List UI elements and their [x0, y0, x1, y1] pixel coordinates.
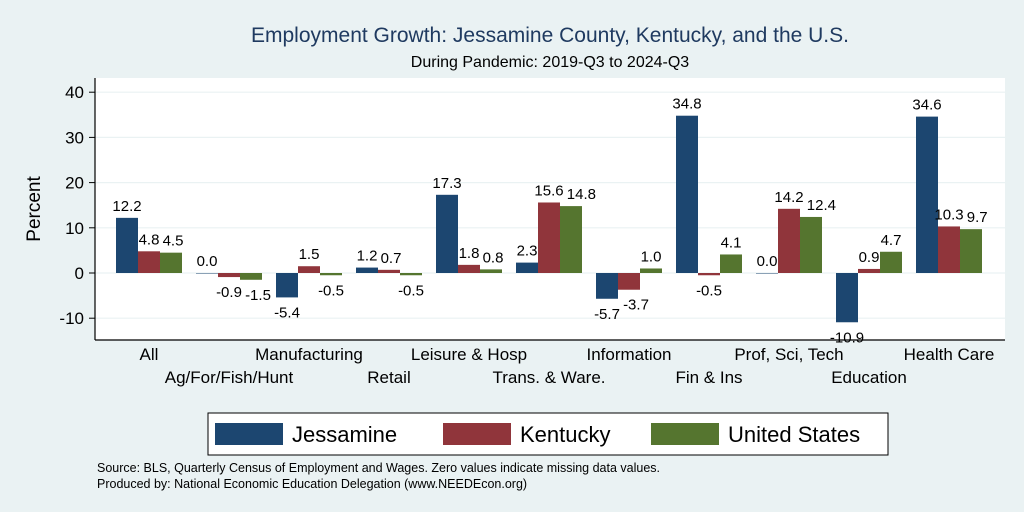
x-tick-label: Fin & Ins	[675, 368, 742, 387]
data-label: 12.2	[112, 198, 141, 215]
legend-swatch	[651, 423, 719, 445]
x-tick-label: Education	[831, 368, 907, 387]
x-tick-label: Retail	[367, 368, 410, 387]
data-label: 1.5	[299, 246, 320, 263]
data-label: 14.8	[567, 186, 596, 203]
bar-kentucky	[698, 273, 720, 276]
x-tick-label: Leisure & Hosp	[411, 345, 527, 364]
legend: Jessamine Kentucky United States	[207, 412, 889, 456]
data-label: 4.5	[163, 233, 184, 250]
data-label: -5.7	[594, 306, 620, 323]
data-label: 17.3	[432, 175, 461, 192]
y-tick-label: 10	[65, 219, 84, 238]
bar-jessamine	[356, 267, 378, 273]
bar-united-states	[240, 273, 262, 280]
data-label: 12.4	[807, 197, 836, 214]
y-tick-label: 40	[65, 83, 84, 102]
data-label: 34.6	[912, 97, 941, 114]
data-label: 34.8	[672, 96, 701, 113]
bar-kentucky	[298, 266, 320, 273]
data-label: 14.2	[774, 189, 803, 206]
bar-kentucky	[138, 251, 160, 273]
x-tick-label: Trans. & Ware.	[492, 368, 605, 387]
data-label: -3.7	[623, 297, 649, 314]
bar-kentucky	[458, 264, 480, 273]
y-tick-label: -10	[59, 309, 84, 328]
y-tick-label: 0	[75, 264, 84, 283]
bar-united-states	[640, 268, 662, 273]
bar-jessamine	[196, 273, 218, 274]
legend-swatch	[215, 423, 283, 445]
bar-jessamine	[116, 217, 138, 273]
data-label: -0.9	[216, 284, 242, 301]
data-label: 10.3	[934, 206, 963, 223]
x-tick-label: Health Care	[904, 345, 995, 364]
source-note: Source: BLS, Quarterly Census of Employm…	[97, 461, 660, 475]
bar-kentucky	[378, 269, 400, 273]
bar-kentucky	[538, 202, 560, 273]
data-label: 0.0	[197, 253, 218, 270]
chart-title: Employment Growth: Jessamine County, Ken…	[251, 24, 849, 47]
x-tick-label: Manufacturing	[255, 345, 363, 364]
data-label: -0.5	[696, 282, 722, 299]
data-label: 1.8	[459, 245, 480, 262]
data-label: 9.7	[967, 209, 988, 226]
bar-jessamine	[676, 115, 698, 273]
bar-kentucky	[938, 226, 960, 273]
y-tick-label: 20	[65, 174, 84, 193]
x-tick-label: Ag/For/Fish/Hunt	[165, 368, 294, 387]
data-label: 2.3	[517, 243, 538, 260]
legend-label: Jessamine	[292, 422, 397, 447]
bar-united-states	[480, 269, 502, 273]
bar-jessamine	[756, 273, 778, 274]
bar-united-states	[160, 252, 182, 273]
bar-united-states	[800, 216, 822, 273]
bar-united-states	[320, 273, 342, 276]
legend-label: Kentucky	[520, 422, 611, 447]
data-label: 4.7	[881, 232, 902, 249]
data-label: 4.8	[139, 231, 160, 248]
data-label: 1.0	[641, 248, 662, 265]
bar-jessamine	[836, 273, 858, 323]
data-label: 4.1	[721, 234, 742, 251]
data-label: -1.5	[245, 287, 271, 304]
legend-label: United States	[728, 422, 860, 447]
y-axis-label: Percent	[24, 176, 45, 242]
bar-united-states	[720, 254, 742, 273]
bar-jessamine	[516, 262, 538, 273]
x-tick-label: All	[140, 345, 159, 364]
bar-united-states	[960, 229, 982, 273]
bar-jessamine	[916, 116, 938, 273]
x-tick-label: Prof, Sci, Tech	[734, 345, 843, 364]
data-label: 0.0	[757, 253, 778, 270]
data-label: 15.6	[534, 182, 563, 199]
data-label: -0.5	[318, 282, 344, 299]
bar-united-states	[880, 251, 902, 273]
data-label: 0.8	[483, 249, 504, 266]
data-label: 0.9	[859, 249, 880, 266]
bar-kentucky	[218, 273, 240, 278]
data-label: 0.7	[381, 250, 402, 267]
legend-swatch	[443, 423, 511, 445]
chart-subtitle: During Pandemic: 2019-Q3 to 2024-Q3	[411, 54, 689, 71]
produced-by-note: Produced by: National Economic Education…	[97, 477, 527, 491]
bar-united-states	[400, 273, 422, 276]
y-tick-label: 30	[65, 128, 84, 147]
bar-jessamine	[276, 273, 298, 298]
bar-kentucky	[858, 268, 880, 273]
data-label: -0.5	[398, 282, 424, 299]
data-label: -5.4	[274, 304, 300, 321]
data-label: 1.2	[357, 248, 378, 265]
bar-jessamine	[596, 273, 618, 299]
bar-kentucky	[618, 273, 640, 290]
bar-kentucky	[778, 208, 800, 273]
bar-jessamine	[436, 194, 458, 273]
x-tick-label: Information	[586, 345, 671, 364]
data-label: -10.9	[830, 329, 864, 346]
bar-united-states	[560, 206, 582, 273]
